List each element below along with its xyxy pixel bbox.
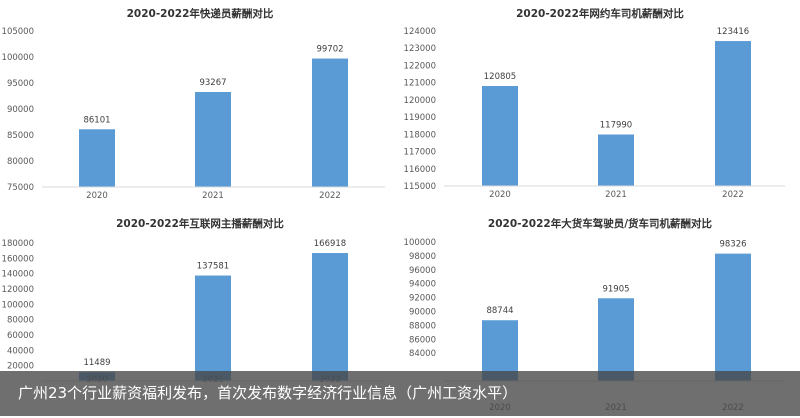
y-tick-label: 86000 (409, 335, 436, 345)
y-tick-label: 75000 (7, 183, 34, 193)
y-tick-label: 100000 (404, 238, 436, 248)
bar (195, 275, 231, 381)
data-label: 88744 (486, 306, 513, 316)
y-tick-label: 80000 (7, 157, 34, 167)
x-tick-label: 2021 (202, 191, 224, 201)
bar (598, 134, 634, 186)
data-label: 93267 (199, 78, 226, 88)
bar (79, 129, 115, 187)
y-tick-label: 122000 (404, 61, 436, 71)
bar (195, 92, 231, 187)
y-tick-label: 92000 (409, 294, 436, 304)
y-tick-label: 40000 (7, 346, 34, 356)
bar (312, 58, 348, 188)
y-tick-label: 100000 (2, 300, 34, 310)
y-tick-label: 96000 (409, 266, 436, 276)
y-tick-label: 140000 (2, 270, 34, 280)
x-tick-label: 2021 (605, 190, 627, 200)
y-tick-label: 94000 (409, 280, 436, 290)
y-tick-label: 124000 (404, 27, 436, 37)
x-tick-label: 2020 (489, 190, 511, 200)
y-tick-label: 105000 (2, 27, 34, 37)
y-tick-label: 90000 (409, 308, 436, 318)
y-tick-label: 116000 (404, 165, 436, 175)
y-tick-label: 80000 (7, 316, 34, 326)
bar (312, 253, 348, 381)
y-tick-label: 117000 (404, 148, 436, 158)
data-label: 123416 (717, 27, 749, 37)
y-tick-label: 123000 (404, 44, 436, 54)
y-tick-label: 85000 (7, 131, 34, 141)
data-label: 91905 (602, 284, 629, 294)
y-tick-label: 121000 (404, 79, 436, 89)
data-label: 99702 (316, 45, 343, 55)
y-tick-label: 115000 (404, 182, 436, 192)
y-tick-label: 120000 (2, 285, 34, 295)
data-label: 86101 (83, 115, 110, 125)
data-label: 117990 (600, 121, 632, 131)
y-tick-label: 88000 (409, 321, 436, 331)
y-tick-label: 60000 (7, 331, 34, 341)
y-tick-label: 120000 (404, 96, 436, 106)
x-tick-label: 2022 (722, 190, 744, 200)
chart-canvas: 115000 116000 117000 118000 119000 120000 1210… (404, 27, 785, 200)
bar (598, 298, 634, 381)
bar (482, 86, 518, 186)
y-tick-label: 98000 (409, 252, 436, 262)
y-tick-label: 100000 (2, 53, 34, 63)
data-label: 98326 (719, 240, 746, 250)
bar (715, 41, 751, 187)
caption-text: 广州23个行业薪资福利发布，首次发布数字经济行业信息（广州工资水平） (18, 384, 518, 402)
chart-canvas: 75000 80000 85000 90000 95000 100000 105000 861… (2, 27, 385, 201)
data-label: 120805 (484, 72, 516, 82)
y-tick-label: 84000 (409, 349, 436, 359)
caption-bar: 广州23个行业薪资福利发布，首次发布数字经济行业信息（广州工资水平） (0, 371, 800, 416)
y-tick-label: 180000 (2, 239, 34, 249)
x-tick-label: 2022 (319, 191, 341, 201)
y-tick-label: 118000 (404, 130, 436, 140)
chart-title: 2020-2022年互联网主播薪酬对比 (116, 218, 284, 230)
bar (715, 253, 751, 381)
chart-title: 2020-2022年快递员薪酬对比 (126, 8, 274, 20)
chart-title: 2020-2022年网约车司机薪酬对比 (516, 8, 684, 20)
y-tick-label: 20000 (7, 362, 34, 372)
y-tick-label: 90000 (7, 105, 34, 115)
bar (482, 320, 518, 381)
chart-ride-hailing-salary: 115000 116000 117000 118000 119000 120000 1210… (400, 0, 800, 208)
chart-title: 2020-2022年大货车驾驶员/货车司机薪酬对比 (487, 218, 713, 230)
x-tick-label: 2020 (86, 191, 108, 201)
y-tick-label: 160000 (2, 254, 34, 264)
chart-courier-salary: 75000 80000 85000 90000 95000 100000 105000 861… (0, 0, 400, 208)
y-tick-label: 119000 (404, 113, 436, 123)
y-tick-label: 95000 (7, 79, 34, 89)
data-label: 137581 (197, 262, 229, 272)
data-label: 166918 (314, 239, 346, 249)
data-label: 11489 (83, 358, 110, 368)
